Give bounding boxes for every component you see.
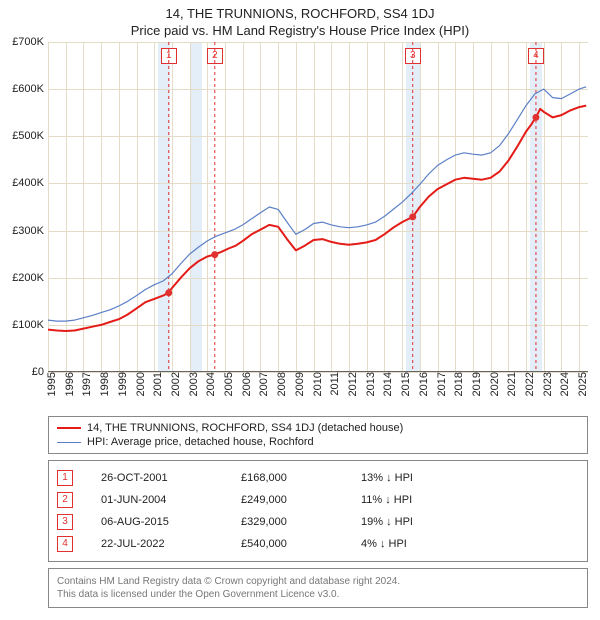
legend-label: 14, THE TRUNNIONS, ROCHFORD, SS4 1DJ (de… [87,422,403,434]
tx-marker-icon: 3 [57,514,73,530]
x-tick-label: 2021 [504,372,518,396]
x-tick-label: 2023 [540,372,554,396]
x-tick-label: 2022 [522,372,536,396]
legend-item: HPI: Average price, detached house, Roch… [57,435,579,449]
x-tick-label: 2002 [168,372,182,396]
x-tick-label: 2012 [345,372,359,396]
x-tick-label: 2007 [256,372,270,396]
x-tick-label: 2013 [363,372,377,396]
chart-legend: 14, THE TRUNNIONS, ROCHFORD, SS4 1DJ (de… [48,416,588,454]
tx-date: 26-OCT-2001 [101,472,241,484]
tx-date: 22-JUL-2022 [101,538,241,550]
tx-date: 01-JUN-2004 [101,494,241,506]
tx-price: £540,000 [241,538,361,550]
transaction-row: 1 26-OCT-2001£168,00013% ↓ HPI [57,467,579,489]
x-tick-label: 2008 [274,372,288,396]
tx-marker-icon: 2 [57,492,73,508]
x-tick-label: 2025 [575,372,589,396]
y-tick-label: £600K [12,83,48,95]
x-tick-label: 2009 [292,372,306,396]
chart-title: 14, THE TRUNNIONS, ROCHFORD, SS4 1DJ [0,0,600,21]
x-tick-label: 2001 [150,372,164,396]
legend-swatch [57,442,81,443]
x-tick-label: 1996 [62,372,76,396]
attribution-line: Contains HM Land Registry data © Crown c… [57,575,579,588]
x-tick-label: 2019 [469,372,483,396]
x-tick-label: 2020 [487,372,501,396]
y-tick-label: £700K [12,36,48,48]
x-tick-label: 2024 [557,372,571,396]
x-tick-label: 1999 [115,372,129,396]
x-tick-label: 2004 [203,372,217,396]
x-tick-label: 2006 [239,372,253,396]
x-tick-label: 2017 [434,372,448,396]
x-tick-label: 1998 [97,372,111,396]
transaction-row: 3 06-AUG-2015£329,00019% ↓ HPI [57,511,579,533]
x-axis-line [48,371,588,372]
legend-swatch [57,427,81,429]
transaction-row: 4 22-JUL-2022£540,0004% ↓ HPI [57,533,579,555]
x-tick-label: 2015 [398,372,412,396]
tx-marker-icon: 1 [57,470,73,486]
x-tick-label: 2011 [327,372,341,396]
chart-plot-area: £0£100K£200K£300K£400K£500K£600K£700K199… [48,42,588,372]
tx-delta: 13% ↓ HPI [361,472,579,484]
legend-label: HPI: Average price, detached house, Roch… [87,436,314,448]
legend-item: 14, THE TRUNNIONS, ROCHFORD, SS4 1DJ (de… [57,421,579,435]
y-tick-label: £400K [12,177,48,189]
y-tick-label: £500K [12,130,48,142]
x-tick-label: 1997 [79,372,93,396]
x-tick-label: 1995 [44,372,58,396]
transaction-row: 2 01-JUN-2004£249,00011% ↓ HPI [57,489,579,511]
tx-price: £249,000 [241,494,361,506]
x-tick-label: 2018 [451,372,465,396]
tx-delta: 4% ↓ HPI [361,538,579,550]
y-tick-label: £300K [12,225,48,237]
attribution-box: Contains HM Land Registry data © Crown c… [48,568,588,608]
chart-lines-svg [48,42,588,372]
x-tick-label: 2014 [380,372,394,396]
tx-price: £168,000 [241,472,361,484]
attribution-line: This data is licensed under the Open Gov… [57,588,579,601]
tx-marker-icon: 4 [57,536,73,552]
tx-price: £329,000 [241,516,361,528]
y-tick-label: £200K [12,272,48,284]
x-tick-label: 2016 [416,372,430,396]
tx-date: 06-AUG-2015 [101,516,241,528]
transaction-table: 1 26-OCT-2001£168,00013% ↓ HPI 2 01-JUN-200… [48,460,588,562]
chart-subtitle: Price paid vs. HM Land Registry's House … [0,21,600,42]
tx-delta: 19% ↓ HPI [361,516,579,528]
y-tick-label: £100K [12,319,48,331]
x-tick-label: 2010 [310,372,324,396]
tx-delta: 11% ↓ HPI [361,494,579,506]
x-tick-label: 2000 [133,372,147,396]
x-tick-label: 2003 [186,372,200,396]
chart-container: 14, THE TRUNNIONS, ROCHFORD, SS4 1DJ Pri… [0,0,600,620]
x-tick-label: 2005 [221,372,235,396]
